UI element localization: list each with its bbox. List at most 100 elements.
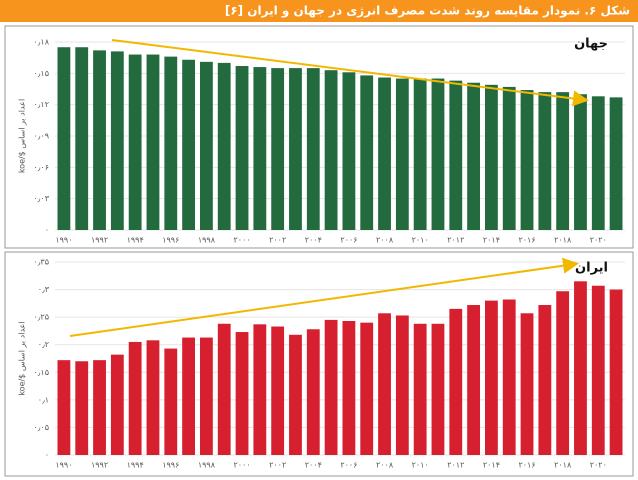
bar xyxy=(538,305,552,455)
x-tick-label: ۲۰۱۴ xyxy=(483,236,500,245)
bar xyxy=(431,323,445,455)
y-tick-label: ۰٫۱۸ xyxy=(34,38,50,47)
x-tick-label: ۲۰۰۰ xyxy=(233,236,250,245)
bar xyxy=(146,340,160,455)
bar xyxy=(182,59,196,230)
bar xyxy=(449,308,463,455)
x-tick-label: ۲۰۰۴ xyxy=(305,461,322,470)
bar xyxy=(574,94,587,230)
bar xyxy=(217,62,231,231)
x-tick-label: ۲۰۰۸ xyxy=(376,461,394,470)
bar xyxy=(520,90,534,231)
x-tick-label: ۲۰۱۰ xyxy=(412,236,429,245)
bar xyxy=(395,315,409,455)
world-chart: ۰ ۰٫۰۳ ۰٫۰۶ ۰٫۰۹ ۰٫۱۲ ۰٫۱۵ ۰٫۱۸ koe/$ اعداد بر … xyxy=(18,37,625,245)
y-tick-label: ۰٫۳۵ xyxy=(34,258,50,267)
bar xyxy=(538,92,552,230)
x-tick-label: ۲۰۱۶ xyxy=(518,461,535,470)
x-tick-label: ۲۰۰۶ xyxy=(340,236,357,245)
bar xyxy=(217,323,231,455)
bar xyxy=(128,341,142,455)
bar xyxy=(110,51,124,231)
bar xyxy=(271,326,285,455)
bar xyxy=(235,66,249,231)
bar xyxy=(360,322,374,455)
x-tick-label: ۲۰۰۶ xyxy=(340,461,357,470)
x-tick-label: ۱۹۹۰ xyxy=(55,461,72,470)
iran-chart: ۰ ۰٫۰۵ ۰٫۱ ۰٫۱۵ ۰٫۲ ۰٫۲۵ ۰٫۳ ۰٫۳۵ koe/$ اعداد بر… xyxy=(18,258,625,470)
bar xyxy=(574,281,587,455)
bar xyxy=(271,68,285,230)
x-tick-label: ۲۰۱۲ xyxy=(447,461,464,470)
bar xyxy=(591,285,605,455)
y-tick-label: ۰٫۳ xyxy=(38,285,50,294)
bar xyxy=(93,360,106,455)
bar xyxy=(449,80,463,231)
x-tick-label: ۱۹۹۲ xyxy=(91,461,108,470)
bar xyxy=(378,313,391,455)
x-tick-label: ۲۰۲۰ xyxy=(590,236,607,245)
bar xyxy=(484,84,498,230)
x-tick-label: ۱۹۹۶ xyxy=(162,461,179,470)
bar xyxy=(324,70,338,230)
bar xyxy=(253,67,267,230)
x-tick-label: ۲۰۰۸ xyxy=(376,236,394,245)
bar xyxy=(289,334,302,455)
x-tick-label: ۱۹۹۴ xyxy=(127,236,144,245)
x-tick-label: ۱۹۹۸ xyxy=(198,236,216,245)
bar xyxy=(520,313,534,455)
bar xyxy=(609,97,623,230)
x-tick-label: ۲۰۲۰ xyxy=(590,461,607,470)
bar xyxy=(75,47,89,230)
bar xyxy=(289,68,302,230)
bar xyxy=(199,61,213,230)
x-tick-label: ۲۰۱۲ xyxy=(447,236,464,245)
bar xyxy=(378,77,391,230)
chart-title: شکل ۶. نمودار مقایسه روند شدت مصرف انرژی… xyxy=(225,4,630,19)
y-tick-label: ۰ xyxy=(45,451,49,460)
x-tick-label: ۱۹۹۶ xyxy=(162,236,179,245)
bar xyxy=(324,319,338,455)
bar xyxy=(93,50,106,230)
x-tick-label: ۱۹۹۴ xyxy=(127,461,144,470)
x-tick-label: ۱۹۹۲ xyxy=(91,236,108,245)
bar xyxy=(431,78,445,230)
bar xyxy=(502,86,516,231)
bar xyxy=(164,56,178,230)
bar xyxy=(609,289,623,455)
bar xyxy=(57,47,71,230)
bar xyxy=(413,78,427,230)
x-tick-label: ۲۰۰۲ xyxy=(269,236,286,245)
y-tick-label: ۰٫۲۵ xyxy=(34,313,50,322)
trend-arrow xyxy=(111,39,589,107)
y-tick-label: ۰٫۱ xyxy=(38,395,49,404)
y-tick-label: ۰ xyxy=(45,226,49,235)
bar xyxy=(556,92,570,230)
x-tick-label: ۲۰۱۶ xyxy=(518,236,535,245)
bar xyxy=(467,82,481,230)
y-axis-label: koe/$ اعداد بر اساس xyxy=(18,99,27,173)
bar xyxy=(128,54,142,231)
panel-label: ایران xyxy=(575,261,608,276)
bar xyxy=(484,300,498,455)
y-tick-label: ۰٫۰۹ xyxy=(34,132,50,141)
x-tick-label: ۲۰۱۴ xyxy=(483,461,500,470)
bar xyxy=(199,337,213,455)
bar xyxy=(146,54,160,231)
bar xyxy=(342,321,356,455)
y-tick-label: ۰٫۱۲ xyxy=(34,100,50,109)
x-tick-label: ۲۰۱۰ xyxy=(412,461,429,470)
y-tick-label: ۰٫۰۳ xyxy=(34,194,50,203)
bar xyxy=(467,305,481,455)
y-tick-label: ۰٫۱۵ xyxy=(34,368,50,377)
bar xyxy=(164,348,178,455)
bar xyxy=(413,323,427,455)
y-tick-label: ۰٫۰۶ xyxy=(34,163,50,172)
y-tick-label: ۰٫۱۵ xyxy=(34,69,50,78)
x-tick-label: ۲۰۰۴ xyxy=(305,236,322,245)
bar xyxy=(75,361,89,455)
x-tick-label: ۲۰۱۸ xyxy=(554,236,572,245)
bar xyxy=(591,96,605,230)
x-tick-label: ۲۰۱۸ xyxy=(554,461,572,470)
bar xyxy=(556,291,570,455)
